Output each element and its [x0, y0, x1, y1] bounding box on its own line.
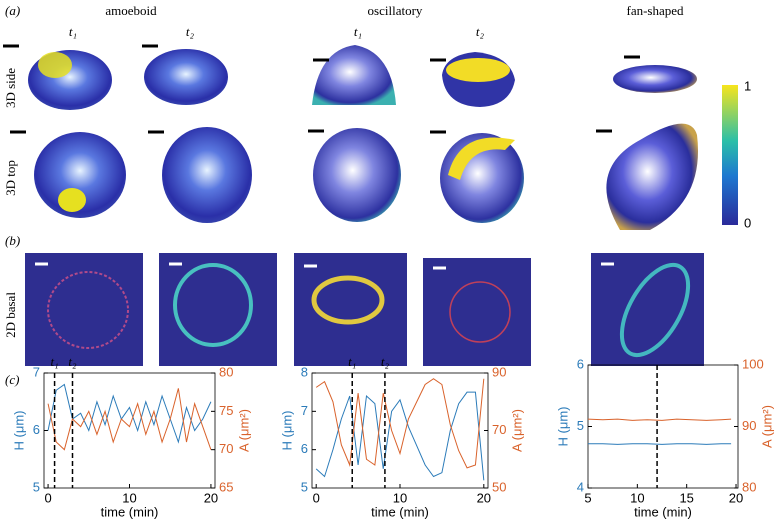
y-tick-label: 6: [301, 441, 308, 456]
y2-tick-label: 70: [219, 441, 233, 456]
y-tick-label: 7: [33, 364, 40, 379]
basal-images: [25, 253, 704, 366]
y-axis-label: H (μm): [555, 407, 570, 447]
data-line: [47, 388, 212, 451]
time-label: t₂: [476, 24, 485, 39]
x-tick-label: 5: [584, 490, 591, 505]
x-tick-label: 0: [44, 490, 51, 505]
time-label: t₂: [186, 24, 195, 39]
time-marker-label: t₂: [381, 354, 390, 369]
x-tick-label: 20: [204, 490, 218, 505]
y-tick-label: 6: [577, 356, 584, 371]
time-marker-label: t₁: [51, 354, 59, 369]
column-title: amoeboid: [105, 3, 157, 18]
column-title: fan-shaped: [626, 3, 684, 18]
y2-tick-label: 100: [742, 356, 764, 371]
x-tick-label: 20: [477, 490, 491, 505]
colorbar-label: 1: [744, 78, 751, 93]
scale-bar: [3, 44, 640, 134]
cell-image: [312, 45, 396, 105]
data-line: [587, 418, 732, 421]
y2-tick-label: 80: [219, 364, 233, 379]
data-line: [588, 443, 732, 445]
cell-image: [34, 132, 126, 218]
x-tick-label: 20: [729, 490, 743, 505]
time-marker-label: t₁: [348, 354, 356, 369]
y-axis-label: H (μm): [11, 411, 26, 451]
y2-axis-label: A (μm²): [759, 405, 774, 448]
y-tick-label: 5: [577, 418, 584, 433]
y-tick-label: 4: [577, 479, 584, 494]
cell-image: [313, 128, 401, 222]
cell-image: [38, 52, 72, 78]
column-title: oscillatory: [368, 3, 423, 18]
time-label: t₁: [69, 24, 77, 39]
cell-image: [613, 65, 697, 93]
row-label: 3D top: [3, 160, 18, 196]
panel-label: (c): [5, 372, 19, 387]
row-label: 3D side: [3, 68, 18, 108]
x-axis-label: time (min): [634, 504, 692, 519]
x-tick-label: 10: [122, 490, 136, 505]
y2-axis-label: A (μm²): [236, 409, 251, 452]
plot-frame: [587, 364, 739, 489]
y-tick-label: 8: [301, 364, 308, 379]
x-axis-label: time (min): [371, 504, 429, 519]
y2-tick-label: 80: [742, 479, 756, 494]
colorbar: [722, 85, 738, 225]
y2-tick-label: 75: [219, 403, 233, 418]
cell-image: [144, 49, 228, 105]
x-tick-label: 10: [393, 490, 407, 505]
x-tick-label: 15: [679, 490, 693, 505]
cell-image: [58, 188, 86, 212]
y2-tick-label: 90: [492, 364, 506, 379]
y-tick-label: 5: [33, 479, 40, 494]
data-line: [315, 378, 485, 469]
x-tick-label: 10: [630, 490, 644, 505]
x-tick-label: 0: [313, 490, 320, 505]
y2-axis-label: A (μm²): [509, 409, 524, 452]
row-label: 2D basal: [3, 292, 18, 338]
y-tick-label: 7: [301, 403, 308, 418]
cell-image: [446, 58, 510, 82]
y-tick-label: 5: [301, 479, 308, 494]
cell-image: [448, 137, 515, 180]
data-line: [315, 391, 485, 481]
y-axis-label: H (μm): [279, 411, 294, 451]
y2-tick-label: 50: [492, 479, 506, 494]
colorbar-label: 0: [744, 215, 751, 230]
panel-label: (a): [5, 3, 20, 18]
x-axis-label: time (min): [101, 504, 159, 519]
y2-tick-label: 90: [742, 418, 756, 433]
y2-tick-label: 65: [219, 479, 233, 494]
panel-label: (b): [5, 233, 20, 248]
cell-image: [606, 123, 699, 230]
y2-tick-label: 70: [492, 422, 506, 437]
time-marker-label: t₂: [68, 354, 77, 369]
time-label: t₁: [354, 24, 362, 39]
cell-image: [162, 127, 252, 223]
data-line: [47, 383, 212, 444]
y-tick-label: 6: [33, 422, 40, 437]
